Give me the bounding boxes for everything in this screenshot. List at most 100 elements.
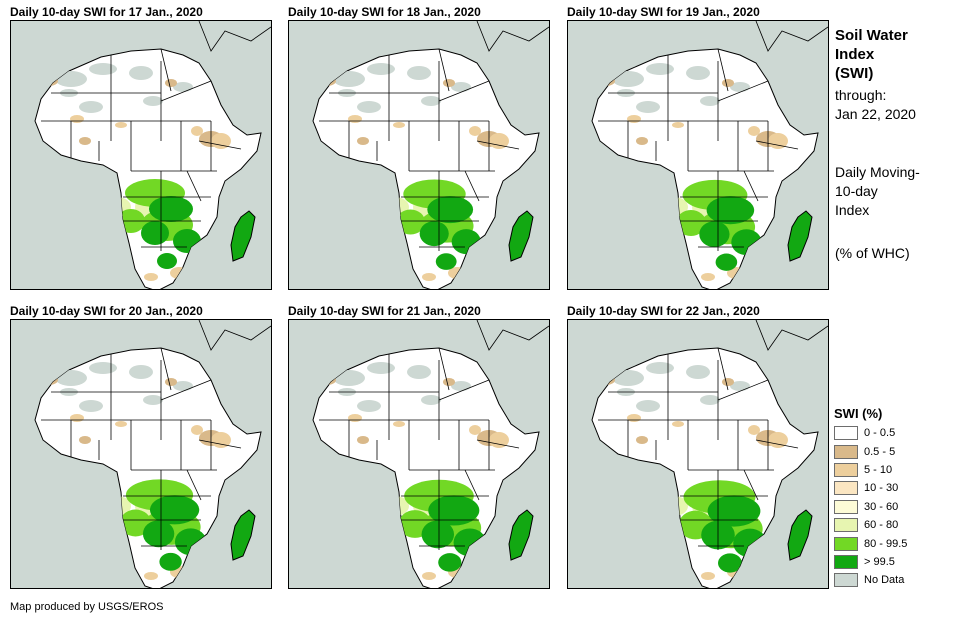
no-data-area	[451, 381, 471, 391]
legend-item: 10 - 30	[834, 479, 907, 497]
panel-title: Daily 10-day SWI for 20 Jan., 2020	[10, 304, 203, 318]
africa-map-svg	[11, 320, 271, 588]
no-data-area	[646, 362, 674, 374]
no-data-area	[143, 96, 163, 106]
madagascar	[230, 210, 256, 262]
swi-map-panel-22-jan: Daily 10-day SWI for 22 Jan., 2020	[567, 303, 829, 589]
wet-area	[675, 210, 707, 236]
middle-east-coast	[198, 320, 271, 351]
legend-item: 30 - 60	[834, 498, 907, 516]
moving-index-line3: Index	[835, 202, 870, 218]
legend-label: 10 - 30	[864, 482, 899, 495]
africa-map-svg	[11, 21, 271, 289]
dry-area	[393, 122, 405, 128]
legend-swatch	[834, 481, 858, 496]
madagascar	[508, 210, 534, 262]
africa-map-svg	[289, 21, 549, 289]
africa-swi-map	[567, 319, 829, 589]
middle-east-coast	[755, 21, 828, 52]
no-data-area	[700, 96, 720, 106]
no-data-area	[173, 381, 193, 391]
saturated-area	[427, 196, 474, 224]
country-border	[476, 140, 520, 150]
panel-title: Daily 10-day SWI for 19 Jan., 2020	[567, 5, 760, 19]
unit-label: (% of WHC)	[835, 245, 910, 261]
dry-area	[79, 137, 91, 145]
legend-swatch	[834, 518, 858, 533]
dry-area	[701, 572, 715, 580]
country-border	[438, 379, 490, 401]
country-border	[476, 439, 520, 449]
legend-label: 80 - 99.5	[864, 537, 908, 550]
country-border	[438, 49, 450, 92]
country-border	[438, 80, 490, 102]
dry-area	[768, 133, 788, 149]
africa-map-svg	[568, 320, 828, 588]
legend-swatch	[834, 573, 858, 588]
dry-area	[165, 378, 177, 386]
legend-label: 60 - 80	[864, 519, 899, 532]
dry-area	[722, 378, 734, 386]
middle-east-coast	[755, 320, 828, 351]
dry-area	[672, 122, 684, 128]
legend-title: SWI (%)	[834, 406, 883, 421]
dry-area	[748, 126, 760, 136]
no-data-area	[129, 365, 153, 379]
no-data-area	[636, 400, 660, 412]
legend-label: 0 - 0.5	[864, 427, 896, 440]
legend-label: 0.5 - 5	[864, 445, 896, 458]
country-border	[160, 348, 172, 391]
legend-swatch	[834, 499, 858, 514]
africa-swi-map	[288, 319, 550, 589]
legend-item: 5 - 10	[834, 461, 907, 479]
swi-map-panel-18-jan: Daily 10-day SWI for 18 Jan., 2020	[288, 4, 550, 290]
panel-title: Daily 10-day SWI for 22 Jan., 2020	[567, 304, 760, 318]
country-border	[755, 439, 799, 449]
country-border	[186, 469, 202, 501]
country-border	[717, 49, 729, 92]
dry-area	[357, 436, 369, 444]
legend-label: > 99.5	[864, 555, 895, 568]
dry-area	[393, 421, 405, 427]
dry-area	[191, 425, 203, 435]
africa-map-svg	[289, 320, 549, 588]
no-data-area	[646, 63, 674, 75]
moving-index-line1: Daily Moving-	[835, 164, 920, 180]
dry-area	[443, 378, 455, 386]
saturated-area	[159, 552, 182, 571]
country-border	[186, 170, 202, 202]
swi-title-line1: Soil Water	[835, 27, 908, 44]
swi-layer	[318, 49, 520, 281]
dry-area	[722, 79, 734, 87]
saturated-area	[141, 221, 169, 245]
dry-area	[144, 572, 158, 580]
legend-label: 5 - 10	[864, 463, 893, 476]
dry-area	[489, 133, 509, 149]
middle-east-coast	[476, 320, 549, 351]
no-data-area	[89, 362, 117, 374]
dry-area	[70, 115, 84, 123]
saturated-area	[419, 221, 449, 247]
legend-label: No Data	[864, 574, 905, 587]
country-border	[160, 80, 212, 102]
no-data-area	[367, 63, 395, 75]
legend-swatch	[834, 536, 858, 551]
saturated-area	[707, 495, 761, 527]
legend-swatch	[834, 554, 858, 569]
dry-area	[636, 137, 648, 145]
dry-area	[348, 115, 362, 123]
country-border	[717, 348, 729, 391]
legend-item: > 99.5	[834, 553, 907, 571]
through-label: through:	[835, 87, 887, 103]
saturated-area	[428, 495, 480, 526]
dry-area	[357, 137, 369, 145]
swi-title: Soil Water Index (SWI)	[835, 26, 908, 83]
dry-area	[79, 436, 91, 444]
no-data-area	[143, 395, 163, 405]
dry-area	[469, 126, 481, 136]
legend-item: 60 - 80	[834, 516, 907, 534]
swi-legend: SWI (%) 0 - 0.5 0.5 - 5 5 - 10 10 - 30 3…	[834, 404, 907, 590]
panel-title: Daily 10-day SWI for 17 Jan., 2020	[10, 5, 203, 19]
dry-area	[672, 421, 684, 427]
map-credit: Map produced by USGS/EROS	[10, 601, 164, 613]
